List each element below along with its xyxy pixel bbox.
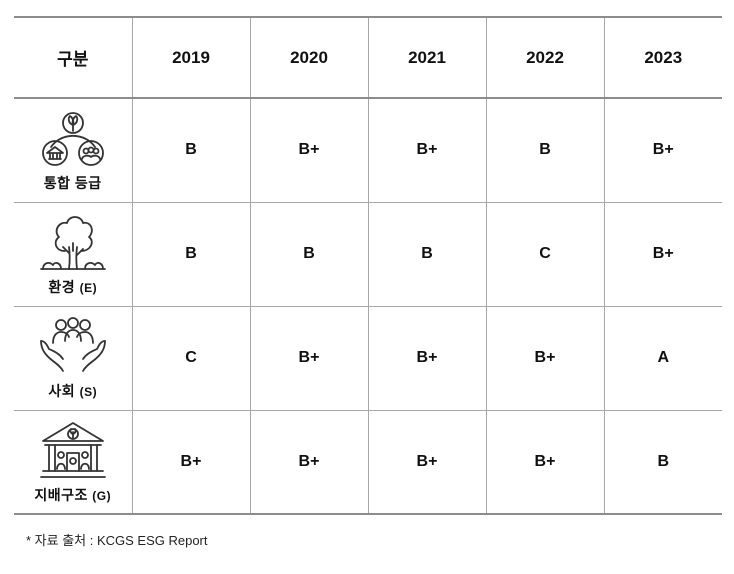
category-label: 지배구조 (G) (34, 486, 112, 503)
header-year: 2022 (486, 17, 605, 99)
grade-cell: C (132, 306, 251, 411)
grade-cell: C (486, 202, 605, 307)
grade-cell: B+ (250, 410, 369, 514)
grade-cell: B (368, 202, 487, 307)
grade-cell: B+ (604, 98, 722, 203)
header-year: 2019 (132, 17, 251, 99)
category-cell: 지배구조 (G) (14, 410, 133, 514)
tree-icon (39, 216, 106, 270)
grade-cell: B+ (604, 202, 722, 307)
grade-cell: B+ (368, 306, 487, 411)
header-year: 2021 (368, 17, 487, 99)
grade-cell: B (657, 452, 670, 470)
category-cell: 통합 등급 (14, 98, 133, 203)
category-label: 환경 (E) (48, 279, 98, 295)
source-footnote: * 자료 출처 : KCGS ESG Report (26, 533, 208, 548)
grade-cell: B+ (250, 306, 369, 411)
category-label: 통합 등급 (43, 175, 102, 192)
table-row: 환경 (E) B B B C B+ (14, 202, 722, 307)
header-row: 구분 2019 2020 2021 2022 2023 (14, 17, 722, 99)
category-label: 사회 (S) (48, 383, 98, 399)
table-row: 지배구조 (G) B+ B+ B+ B+ B (14, 410, 722, 514)
header-year: 2023 (604, 17, 722, 99)
grade-cell: B (486, 98, 605, 203)
integrated-rating-icon (41, 112, 104, 167)
grade-cell: B+ (132, 410, 251, 514)
grade-cell: A (604, 306, 722, 411)
grade-cell: B (132, 202, 251, 307)
table-row: 통합 등급 B B+ B+ B B+ (14, 98, 722, 203)
esg-grade-table: 구분 2019 2020 2021 2022 2023 (14, 16, 722, 515)
grade-cell: B+ (250, 98, 369, 203)
grade-cell: B (250, 202, 369, 307)
grade-cell: B+ (368, 410, 487, 514)
building-icon (39, 421, 106, 478)
grade-cell: B+ (486, 306, 605, 411)
table-row: 사회 (S) C B+ B+ B+ A (14, 306, 722, 411)
grade-cell: B+ (368, 98, 487, 203)
category-cell: 사회 (S) (14, 306, 133, 411)
header-category: 구분 (14, 17, 133, 99)
grade-cell: B (132, 98, 251, 203)
people-hands-icon (39, 317, 106, 372)
grade-cell: B+ (486, 410, 605, 514)
header-year: 2020 (250, 17, 369, 99)
category-cell: 환경 (E) (14, 202, 133, 307)
